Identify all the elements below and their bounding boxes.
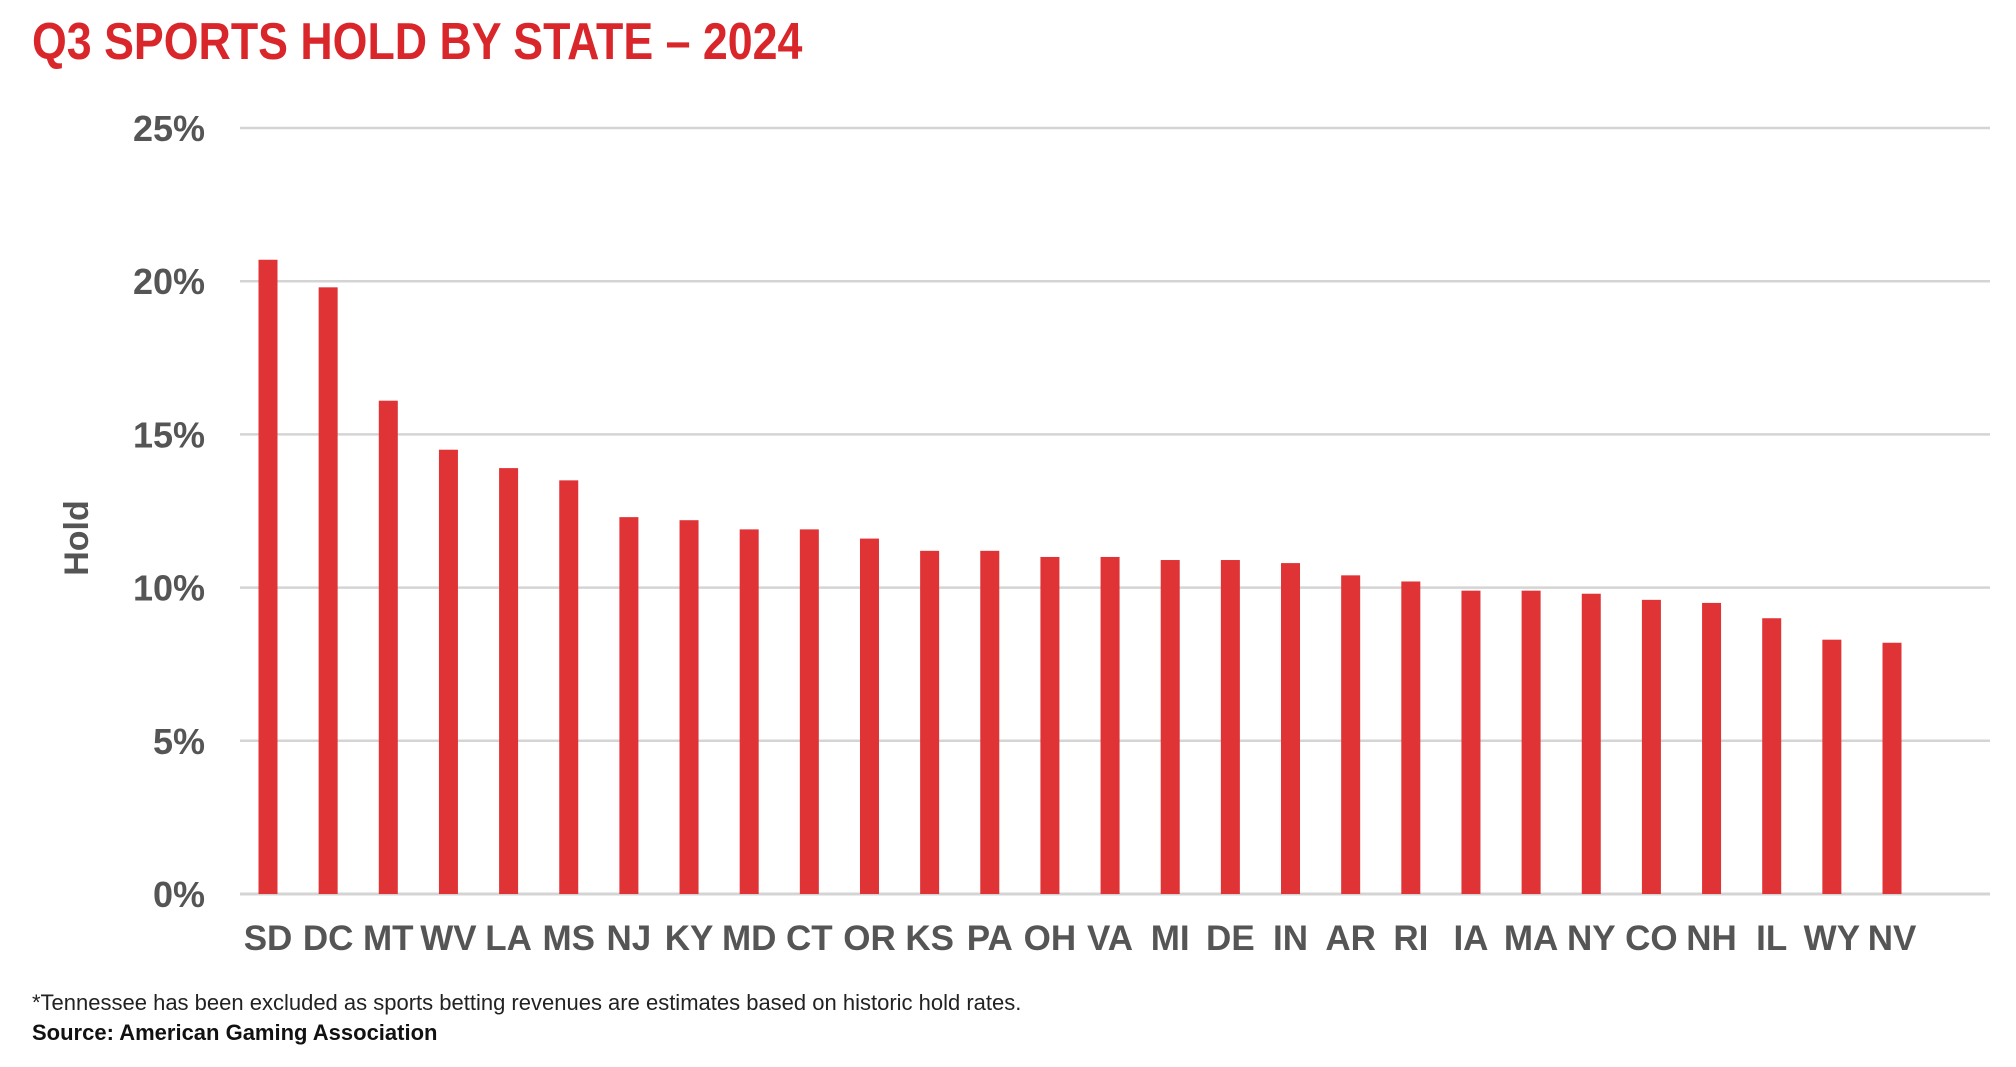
bar-wy <box>1822 639 1842 894</box>
bar-la <box>499 468 519 894</box>
x-tick-label: DE <box>1206 919 1255 958</box>
y-tick-label: 10% <box>133 568 205 609</box>
x-tick-label: IL <box>1756 919 1787 958</box>
y-axis-label: Hold <box>58 500 96 576</box>
bar-nv <box>1882 642 1902 894</box>
x-tick-label: WV <box>420 919 477 958</box>
bar-dc <box>318 287 338 894</box>
y-tick-label: 20% <box>133 261 205 302</box>
x-axis-ticks: SD DC MT WV LA MS NJ KY MD CT OR KS PA OH VA MI DE IN AR RI… <box>244 919 1917 958</box>
x-tick-label: MA <box>1504 919 1558 958</box>
bar-or <box>859 538 879 894</box>
bar-mi <box>1160 560 1180 894</box>
x-tick-label: MT <box>363 919 414 958</box>
bar-nj <box>619 517 639 894</box>
bar-md <box>739 529 759 894</box>
x-tick-label: NH <box>1686 919 1737 958</box>
x-tick-label: WY <box>1804 919 1860 958</box>
bar-oh <box>1040 556 1060 894</box>
footnote: *Tennessee has been excluded as sports b… <box>32 990 1022 1015</box>
y-tick-label: 15% <box>133 414 205 455</box>
x-tick-label: DC <box>303 919 354 958</box>
bar-sd <box>258 259 278 894</box>
x-tick-label: OR <box>843 919 896 958</box>
bar-mt <box>378 400 398 894</box>
bar-va <box>1100 556 1120 894</box>
x-tick-label: CO <box>1625 919 1678 958</box>
x-tick-label: RI <box>1393 919 1428 958</box>
y-tick-label: 25% <box>133 108 205 149</box>
x-tick-label: KS <box>905 919 954 958</box>
bar-ky <box>679 520 699 894</box>
bar-il <box>1762 618 1782 894</box>
x-tick-label: LA <box>485 919 532 958</box>
bar-ms <box>559 480 579 894</box>
bars <box>258 259 1902 894</box>
x-tick-label: VA <box>1087 919 1133 958</box>
y-axis-ticks: 0% 5% 10% 15% 20% 25% <box>133 108 205 915</box>
bar-de <box>1220 560 1240 894</box>
x-tick-label: MS <box>542 919 595 958</box>
bar-ar <box>1341 575 1361 894</box>
x-tick-label: IN <box>1273 919 1308 958</box>
x-tick-label: AR <box>1325 919 1376 958</box>
x-tick-label: KY <box>665 919 714 958</box>
bar-ri <box>1401 581 1421 894</box>
bar-co <box>1641 599 1661 894</box>
y-tick-label: 5% <box>153 721 205 762</box>
bar-nh <box>1702 602 1722 894</box>
bar-wv <box>438 449 458 894</box>
bar-pa <box>980 550 1000 894</box>
bar-ny <box>1581 593 1601 894</box>
bar-in <box>1281 563 1301 894</box>
x-tick-label: OH <box>1024 919 1077 958</box>
source-note: Source: American Gaming Association <box>32 1020 438 1045</box>
chart-title: Q3 SPORTS HOLD BY STATE – 2024 <box>32 13 803 71</box>
bar-ma <box>1521 590 1541 894</box>
bar-ct <box>799 529 819 894</box>
x-tick-label: NY <box>1567 919 1616 958</box>
x-tick-label: NV <box>1868 919 1917 958</box>
x-tick-label: NJ <box>607 919 652 958</box>
x-tick-label: MI <box>1151 919 1190 958</box>
x-tick-label: SD <box>244 919 293 958</box>
bar-ks <box>920 550 940 894</box>
y-tick-label: 0% <box>153 874 205 915</box>
bar-ia <box>1461 590 1481 894</box>
x-tick-label: CT <box>786 919 833 958</box>
x-tick-label: IA <box>1453 919 1488 958</box>
x-tick-label: PA <box>967 919 1013 958</box>
x-tick-label: MD <box>722 919 776 958</box>
